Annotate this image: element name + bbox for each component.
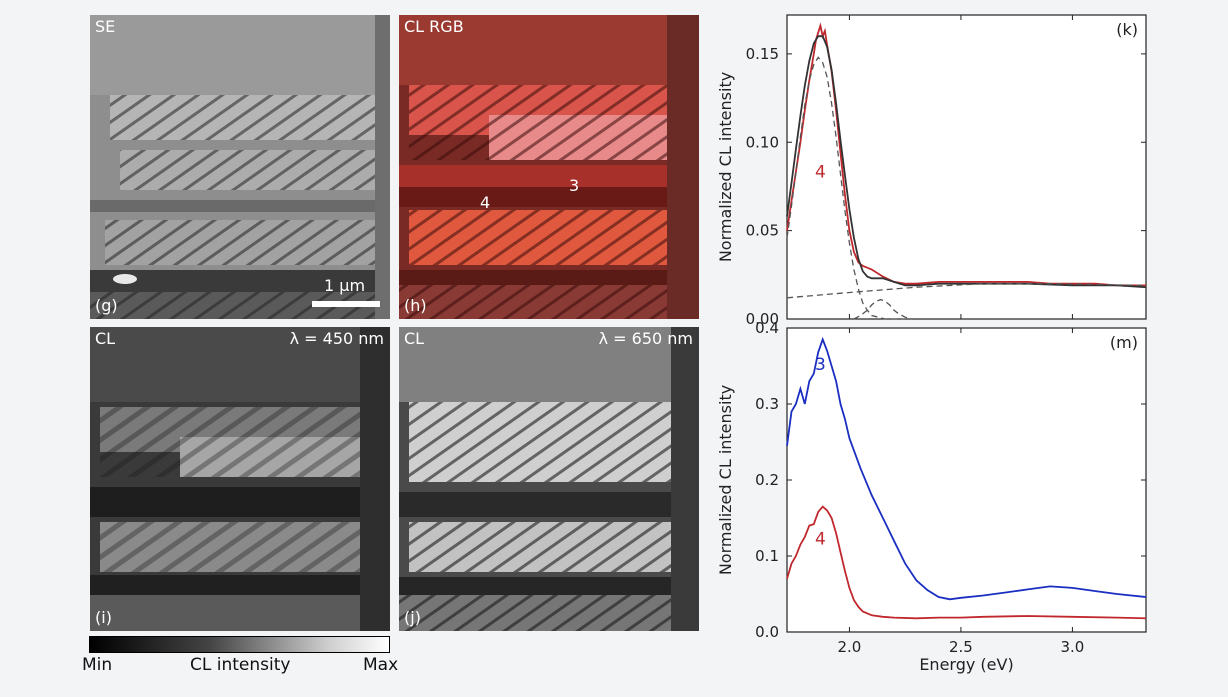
- cl-450nm-image: [90, 327, 390, 631]
- series-annotation: 4: [815, 163, 826, 183]
- panel-i-title: CL: [95, 329, 116, 348]
- panel-g-letter: (g): [95, 296, 118, 315]
- point-4-label: 4: [480, 193, 491, 212]
- scale-bar-label: 1 μm: [324, 276, 366, 295]
- series-line: [853, 298, 913, 320]
- colorbar-max-label: Max: [363, 655, 399, 675]
- y-tick-label: 0.10: [746, 133, 779, 151]
- y-axis-label: Normalized CL intensity: [716, 385, 735, 575]
- colorbar-min-label: Min: [82, 655, 113, 675]
- x-tick-label: 3.0: [1060, 638, 1084, 656]
- panel-j-wavelength: λ = 650 nm: [598, 329, 693, 348]
- series-line: [786, 505, 1147, 620]
- panel-i-wavelength: λ = 450 nm: [289, 329, 384, 348]
- cl-rgb-image: [399, 15, 699, 319]
- y-tick-label: 0.4: [755, 319, 779, 337]
- y-tick-label: 0.15: [746, 45, 779, 63]
- chart-panel-letter: (k): [1116, 20, 1138, 39]
- y-axis-label: Normalized CL intensity: [716, 72, 735, 262]
- plot-frame-0: [786, 14, 1147, 320]
- y-tick-label: 0.2: [755, 471, 779, 489]
- y-tick-label: 0.1: [755, 547, 779, 565]
- panel-j-letter: (j): [404, 608, 421, 627]
- cl-rgb-image-panel: CL RGB 3 4 (h): [399, 15, 699, 319]
- cl-650nm-image: [399, 327, 699, 631]
- cl-650nm-image-panel: CL λ = 650 nm (j): [399, 327, 699, 631]
- se-image: [90, 15, 390, 319]
- series-line: [786, 35, 1147, 289]
- x-tick-label: 2.0: [838, 638, 862, 656]
- y-tick-label: 0.3: [755, 395, 779, 413]
- intensity-colorbar: [89, 636, 390, 653]
- panel-h-title: CL RGB: [404, 17, 464, 36]
- y-tick-label: 0.0: [755, 623, 779, 641]
- cl-450nm-image-panel: CL λ = 450 nm (i): [90, 327, 390, 631]
- panel-g-title: SE: [95, 17, 116, 36]
- series-annotation: 4: [815, 530, 826, 550]
- y-tick-label: 0.05: [746, 222, 779, 240]
- plot-frame-1: [786, 327, 1147, 633]
- scale-bar: [312, 301, 380, 307]
- x-tick-label: 2.5: [949, 638, 973, 656]
- series-line: [786, 56, 906, 320]
- x-axis-label: Energy (eV): [919, 655, 1013, 674]
- chart-panel-letter: (m): [1110, 333, 1138, 352]
- colorbar-title: CL intensity: [190, 655, 291, 675]
- series-line: [786, 283, 1147, 299]
- panel-j-title: CL: [404, 329, 425, 348]
- panel-i-letter: (i): [95, 608, 112, 627]
- series-line: [786, 336, 1147, 601]
- panel-h-letter: (h): [404, 296, 427, 315]
- se-image-panel: SE 1 μm (g): [90, 15, 390, 319]
- y-tick-label: 0.00: [746, 310, 779, 328]
- point-3-label: 3: [569, 176, 580, 195]
- series-annotation: 3: [815, 355, 826, 375]
